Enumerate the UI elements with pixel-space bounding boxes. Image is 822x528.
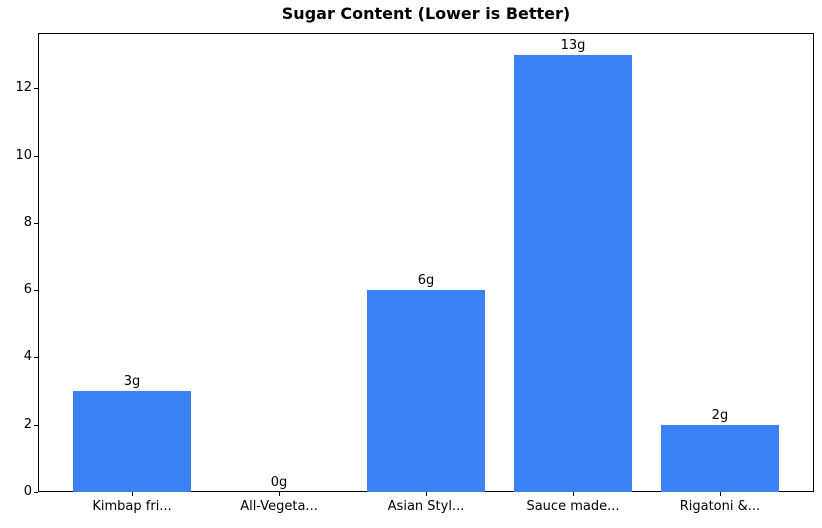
- y-tick-label: 6: [23, 282, 32, 298]
- y-tick-label: 4: [23, 349, 32, 365]
- bar: [367, 290, 485, 492]
- x-tick-label: Kimbap fri...: [92, 499, 172, 514]
- bar: [661, 424, 779, 492]
- y-tick-label: 0: [23, 484, 32, 499]
- x-tick-mark: [572, 492, 574, 496]
- y-tick-mark: [34, 424, 38, 426]
- y-tick-label: 8: [23, 214, 32, 230]
- y-tick-mark: [34, 492, 38, 493]
- chart-title: Sugar Content (Lower is Better): [281, 4, 571, 23]
- y-tick-label: 12: [15, 80, 32, 96]
- x-tick-label: Sauce made...: [526, 499, 620, 514]
- y-tick-mark: [34, 155, 38, 157]
- y-tick-mark: [34, 222, 38, 224]
- bar: [514, 54, 632, 492]
- bar-value-label: 6g: [417, 273, 435, 289]
- x-tick-label: All-Vegeta...: [240, 499, 318, 514]
- bar-value-label: 3g: [123, 374, 141, 390]
- bar-value-label: 0g: [270, 475, 288, 490]
- y-tick-label: 10: [15, 147, 32, 163]
- y-tick-mark: [34, 290, 38, 292]
- x-tick-mark: [719, 492, 721, 496]
- y-tick-mark: [34, 357, 38, 359]
- x-tick-label: Rigatoni &...: [679, 499, 761, 514]
- y-tick-label: 2: [23, 416, 32, 432]
- x-tick-label: Asian Styl...: [387, 499, 465, 514]
- bar-value-label: 2g: [711, 407, 729, 423]
- bar-value-label: 13g: [560, 37, 586, 53]
- y-tick-mark: [34, 88, 38, 90]
- x-tick-mark: [426, 492, 427, 496]
- bar: [73, 391, 191, 492]
- x-tick-mark: [132, 492, 134, 496]
- x-tick-mark: [279, 492, 281, 496]
